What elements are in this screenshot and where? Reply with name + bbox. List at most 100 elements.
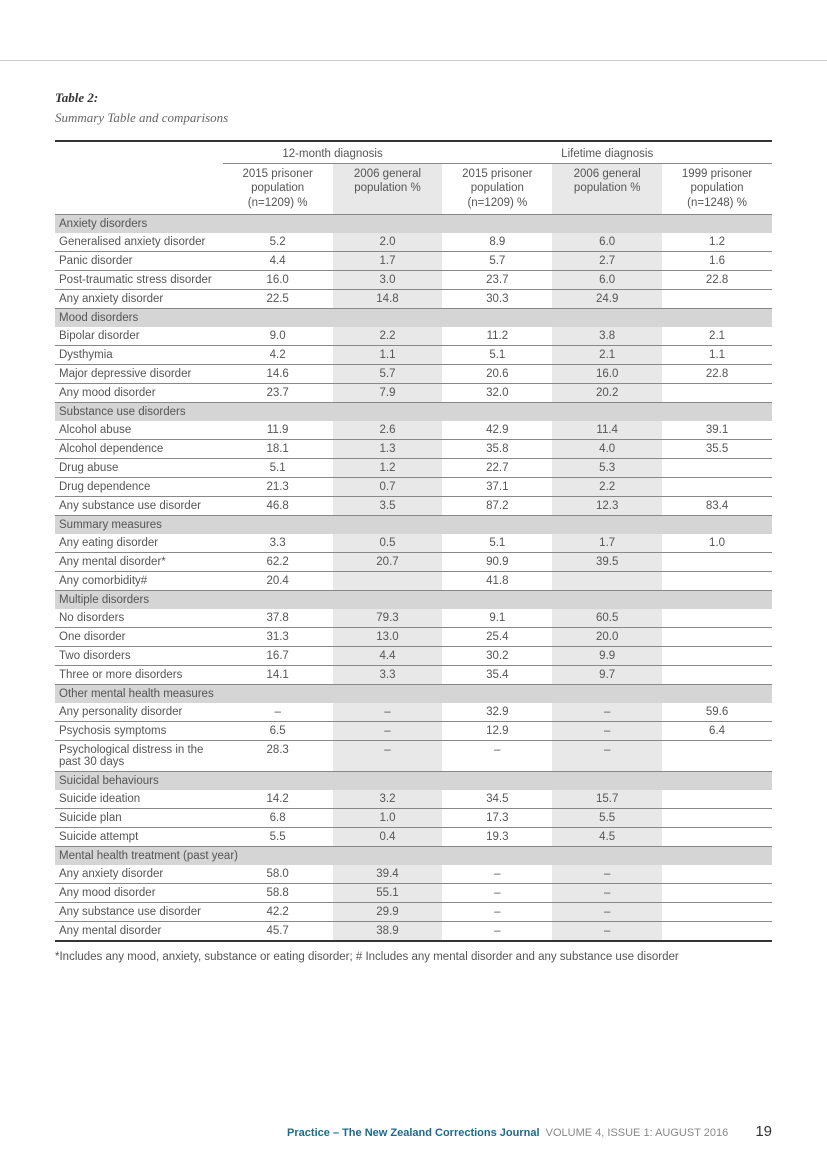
cell bbox=[662, 809, 772, 828]
cell: 1.3 bbox=[333, 440, 443, 459]
row-label: Suicide ideation bbox=[55, 790, 223, 809]
row-label: Any anxiety disorder bbox=[55, 290, 223, 309]
table-row: Two disorders16.74.430.29.9 bbox=[55, 647, 772, 666]
cell bbox=[552, 572, 662, 591]
cell: 0.4 bbox=[333, 828, 443, 847]
cell: 5.1 bbox=[223, 459, 333, 478]
cell: 1.7 bbox=[333, 252, 443, 271]
cell: – bbox=[552, 722, 662, 741]
table-row: Any anxiety disorder22.514.830.324.9 bbox=[55, 290, 772, 309]
table-row: Three or more disorders14.13.335.49.7 bbox=[55, 666, 772, 685]
table-row: Psychosis symptoms6.5–12.9–6.4 bbox=[55, 722, 772, 741]
table-row: Suicide ideation14.23.234.515.7 bbox=[55, 790, 772, 809]
cell: 39.5 bbox=[552, 553, 662, 572]
table-row: Post-traumatic stress disorder16.03.023.… bbox=[55, 271, 772, 290]
cell bbox=[662, 647, 772, 666]
row-label: Dysthymia bbox=[55, 346, 223, 365]
cell: 11.4 bbox=[552, 421, 662, 440]
table-row: Any comorbidity#20.441.8 bbox=[55, 572, 772, 591]
header-12month: 12-month diagnosis bbox=[223, 141, 443, 164]
summary-table: 12-month diagnosis Lifetime diagnosis 20… bbox=[55, 140, 772, 942]
cell: 16.7 bbox=[223, 647, 333, 666]
cell: 9.9 bbox=[552, 647, 662, 666]
row-label: Drug dependence bbox=[55, 478, 223, 497]
cell: 41.8 bbox=[442, 572, 552, 591]
row-label: Psychosis symptoms bbox=[55, 722, 223, 741]
row-label: No disorders bbox=[55, 609, 223, 628]
cell: 13.0 bbox=[333, 628, 443, 647]
cell: – bbox=[552, 741, 662, 772]
cell: 60.5 bbox=[552, 609, 662, 628]
cell: 37.8 bbox=[223, 609, 333, 628]
table-row: One disorder31.313.025.420.0 bbox=[55, 628, 772, 647]
cell bbox=[662, 790, 772, 809]
table-row: Major depressive disorder14.65.720.616.0… bbox=[55, 365, 772, 384]
cell bbox=[662, 553, 772, 572]
cell: 6.8 bbox=[223, 809, 333, 828]
row-label: Psychological distress in the past 30 da… bbox=[55, 741, 223, 772]
cell: – bbox=[333, 722, 443, 741]
cell: 2.7 bbox=[552, 252, 662, 271]
table-row: Any personality disorder––32.9–59.6 bbox=[55, 703, 772, 722]
row-label: Post-traumatic stress disorder bbox=[55, 271, 223, 290]
cell bbox=[662, 572, 772, 591]
cell: 6.4 bbox=[662, 722, 772, 741]
row-label: Any personality disorder bbox=[55, 703, 223, 722]
cell: 35.4 bbox=[442, 666, 552, 685]
cell bbox=[662, 609, 772, 628]
header-blank2 bbox=[55, 164, 223, 215]
cell: – bbox=[442, 741, 552, 772]
cell: 15.7 bbox=[552, 790, 662, 809]
col-head-3: 2015 prisoner population (n=1209) % bbox=[442, 164, 552, 215]
cell: 18.1 bbox=[223, 440, 333, 459]
cell: 20.4 bbox=[223, 572, 333, 591]
page-footer: Practice – The New Zealand Corrections J… bbox=[55, 1123, 772, 1140]
table-row: Drug abuse5.11.222.75.3 bbox=[55, 459, 772, 478]
col-head-2: 2006 general population % bbox=[333, 164, 443, 215]
cell: 32.0 bbox=[442, 384, 552, 403]
cell: 4.2 bbox=[223, 346, 333, 365]
cell bbox=[662, 384, 772, 403]
table-body: Anxiety disordersGeneralised anxiety dis… bbox=[55, 215, 772, 942]
cell bbox=[662, 903, 772, 922]
cell: 1.1 bbox=[662, 346, 772, 365]
cell: 20.6 bbox=[442, 365, 552, 384]
cell: 45.7 bbox=[223, 922, 333, 942]
section-header: Other mental health measures bbox=[55, 685, 772, 704]
cell: 9.1 bbox=[442, 609, 552, 628]
cell: 38.9 bbox=[333, 922, 443, 942]
cell: 2.2 bbox=[333, 327, 443, 346]
cell: – bbox=[552, 865, 662, 884]
cell: 4.5 bbox=[552, 828, 662, 847]
row-label: Any anxiety disorder bbox=[55, 865, 223, 884]
cell: – bbox=[552, 703, 662, 722]
cell bbox=[662, 741, 772, 772]
section-header: Mental health treatment (past year) bbox=[55, 847, 772, 866]
cell: 30.3 bbox=[442, 290, 552, 309]
header-group-row: 12-month diagnosis Lifetime diagnosis bbox=[55, 141, 772, 164]
cell: – bbox=[552, 903, 662, 922]
table-row: Any mental disorder45.738.9–– bbox=[55, 922, 772, 942]
cell: 3.5 bbox=[333, 497, 443, 516]
cell: 3.3 bbox=[333, 666, 443, 685]
cell: 32.9 bbox=[442, 703, 552, 722]
section-title: Summary measures bbox=[55, 516, 772, 535]
cell: 46.8 bbox=[223, 497, 333, 516]
cell: 1.0 bbox=[333, 809, 443, 828]
table-row: Suicide attempt5.50.419.34.5 bbox=[55, 828, 772, 847]
cell: 9.0 bbox=[223, 327, 333, 346]
table-row: Alcohol abuse11.92.642.911.439.1 bbox=[55, 421, 772, 440]
section-title: Multiple disorders bbox=[55, 591, 772, 610]
cell: 34.5 bbox=[442, 790, 552, 809]
section-header: Summary measures bbox=[55, 516, 772, 535]
cell: 4.4 bbox=[223, 252, 333, 271]
cell: – bbox=[552, 922, 662, 942]
cell: 4.4 bbox=[333, 647, 443, 666]
cell: 3.8 bbox=[552, 327, 662, 346]
row-label: Bipolar disorder bbox=[55, 327, 223, 346]
row-label: Any mental disorder* bbox=[55, 553, 223, 572]
top-rule bbox=[0, 60, 827, 61]
cell: 1.2 bbox=[333, 459, 443, 478]
cell: 12.3 bbox=[552, 497, 662, 516]
section-header: Multiple disorders bbox=[55, 591, 772, 610]
